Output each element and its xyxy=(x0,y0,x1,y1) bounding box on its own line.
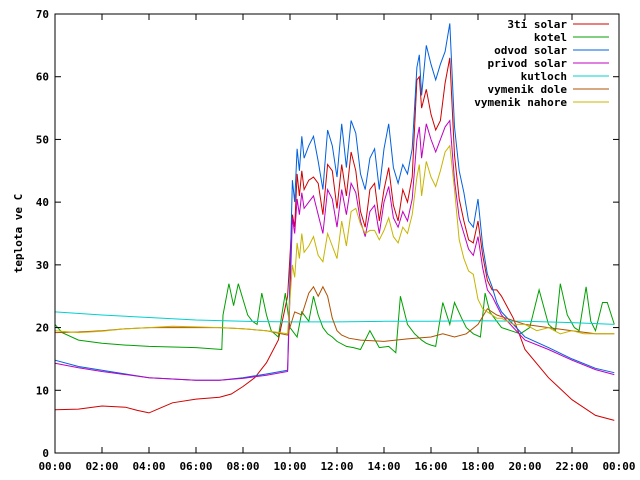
x-tick-label: 00:00 xyxy=(38,460,71,473)
y-tick-label: 70 xyxy=(36,8,49,21)
x-tick-label: 10:00 xyxy=(273,460,306,473)
y-tick-label: 20 xyxy=(36,322,49,335)
series-line-kutloch xyxy=(54,311,615,325)
legend-label: odvod solar xyxy=(494,44,567,57)
series-line-odvod-solar xyxy=(54,23,615,381)
y-tick-label: 30 xyxy=(36,259,49,272)
x-tick-label: 08:00 xyxy=(226,460,259,473)
x-tick-label: 20:00 xyxy=(508,460,541,473)
x-tick-label: 00:00 xyxy=(602,460,635,473)
series-line-3ti-solar xyxy=(54,57,615,421)
legend-label: kotel xyxy=(534,31,567,44)
x-tick-label: 06:00 xyxy=(179,460,212,473)
x-tick-label: 14:00 xyxy=(367,460,400,473)
y-tick-label: 40 xyxy=(36,196,49,209)
legend-label: kutloch xyxy=(521,70,567,83)
series-line-kotel xyxy=(54,283,615,354)
x-tick-label: 12:00 xyxy=(320,460,353,473)
x-tick-label: 02:00 xyxy=(85,460,118,473)
legend-label: vymenik nahore xyxy=(474,96,567,109)
y-tick-label: 10 xyxy=(36,384,49,397)
axis-ticks: 0 10 20 30 40 50 60 70 00:00 02:00 04:00 06:00 08:00… xyxy=(36,8,636,473)
x-tick-label: 18:00 xyxy=(461,460,494,473)
x-tick-label: 04:00 xyxy=(132,460,165,473)
series-line-vymenik-nahore xyxy=(54,144,615,335)
series-line-vymenik-dole xyxy=(54,285,615,342)
legend-label: privod solar xyxy=(488,57,568,70)
x-tick-label: 16:00 xyxy=(414,460,447,473)
y-tick-label: 60 xyxy=(36,71,49,84)
x-tick-label: 22:00 xyxy=(555,460,588,473)
series-layer xyxy=(54,23,615,421)
y-axis-label: teplota ve C xyxy=(12,194,25,273)
legend-label: vymenik dole xyxy=(488,83,568,96)
y-tick-label: 0 xyxy=(42,447,49,460)
series-line-privod-solar xyxy=(54,119,615,381)
legend-label: 3ti solar xyxy=(507,18,567,31)
y-tick-label: 50 xyxy=(36,133,49,146)
